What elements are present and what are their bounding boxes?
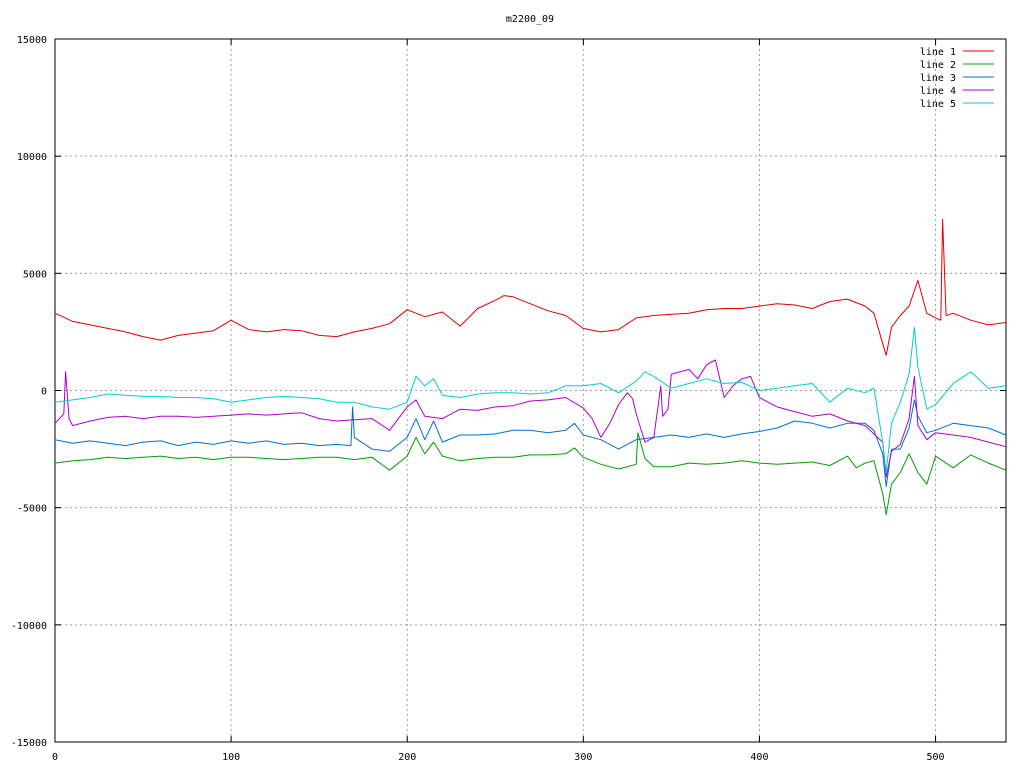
- legend-label-1: line 1: [920, 47, 956, 58]
- x-tick-label: 300: [574, 752, 592, 763]
- y-tick-label: 10000: [17, 152, 47, 163]
- y-tick-label: -5000: [17, 504, 47, 515]
- grid: [55, 39, 1006, 742]
- series-line-4: [54, 359, 1007, 478]
- legend-label-3: line 3: [920, 73, 956, 84]
- series-line-5: [54, 326, 1007, 473]
- y-axis: -15000 -10000 -5000 0 5000 10000 15000: [11, 35, 1006, 749]
- legend-label-4: line 4: [920, 86, 956, 97]
- y-tick-label: -15000: [11, 738, 47, 749]
- x-tick-label: 200: [398, 752, 416, 763]
- series-group: [54, 218, 1007, 516]
- x-tick-label: 0: [52, 752, 58, 763]
- series-line-1: [54, 218, 1007, 356]
- series-line-3: [54, 399, 1007, 488]
- y-tick-label: 5000: [23, 269, 47, 280]
- series-line-2: [54, 432, 1007, 516]
- legend-label-2: line 2: [920, 60, 956, 71]
- legend: line 1 line 2 line 3 line 4 line 5: [920, 47, 994, 110]
- y-tick-label: 15000: [17, 35, 47, 46]
- chart-title: m2200_09: [506, 14, 554, 25]
- x-axis: 0 100 200 300 400 500: [52, 39, 945, 763]
- y-tick-label: -10000: [11, 621, 47, 632]
- x-tick-label: 500: [927, 752, 945, 763]
- y-tick-label: 0: [41, 387, 47, 398]
- x-tick-label: 400: [750, 752, 768, 763]
- x-tick-label: 100: [222, 752, 240, 763]
- legend-label-5: line 5: [920, 99, 956, 110]
